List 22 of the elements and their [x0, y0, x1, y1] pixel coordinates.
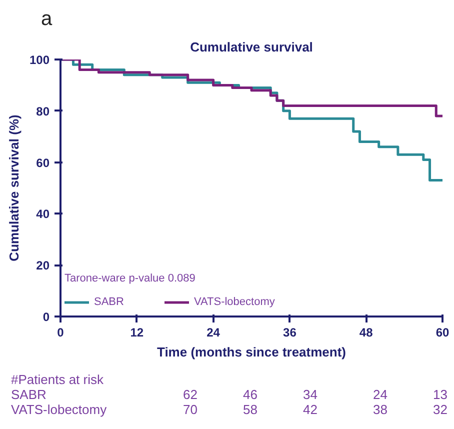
- y-tick-label: 100: [29, 53, 50, 67]
- x-tick-label: 48: [359, 326, 374, 340]
- text: a: [41, 7, 52, 32]
- x-axis-title: Time (months since treatment): [156, 344, 346, 360]
- chart-title: Cumulative survival: [190, 40, 313, 54]
- text: VATS-lobectomy 70 58 42 38 32: [11, 402, 448, 417]
- x-tick-label: 24: [206, 326, 220, 340]
- y-tick-label: 0: [42, 310, 50, 324]
- text: SABR 62 46 34 24 13: [11, 387, 448, 402]
- y-tick-label: 20: [36, 258, 50, 273]
- x-tick-label: 36: [283, 326, 297, 340]
- x-tick-label: 60: [436, 326, 450, 340]
- y-tick-label: 60: [36, 156, 50, 170]
- legend-label: VATS-lobectomy: [194, 296, 275, 308]
- y-tick-label: 80: [36, 104, 50, 118]
- y-axis-title: Cumulative survival (%): [6, 114, 22, 262]
- text: #Patients at risk: [11, 371, 104, 387]
- y-tick-label: 40: [36, 207, 50, 222]
- x-tick-label: 12: [130, 326, 144, 340]
- annotation: Tarone-ware p-value 0.089: [64, 272, 196, 284]
- legend-label: SABR: [94, 296, 124, 308]
- x-tick-label: 0: [57, 326, 64, 340]
